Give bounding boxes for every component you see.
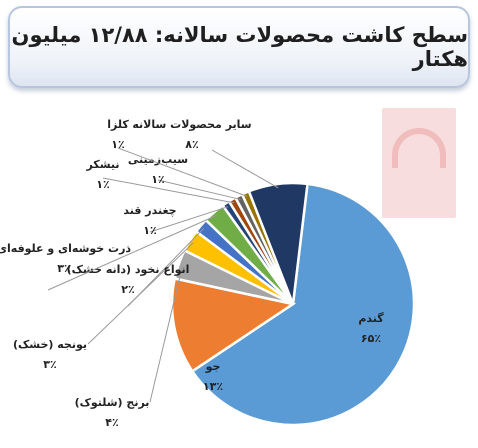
pie-slice bbox=[170, 277, 297, 373]
slice-value-label: ۴٪ bbox=[105, 416, 118, 429]
slice-label: سیب‌زمینی ۱٪ bbox=[128, 153, 188, 186]
leader-line bbox=[117, 147, 248, 197]
slice-value-label: ۱۳٪ bbox=[203, 380, 223, 393]
slice-label: جو ۱۳٪ bbox=[203, 360, 223, 393]
chart-title: سطح کاشت محصولات سالانه: ۱۲/۸۸ میلیون هک… bbox=[11, 23, 468, 71]
slice-value-label: ۶۵٪ bbox=[361, 332, 381, 345]
slice-label: گندم ۶۵٪ bbox=[358, 312, 384, 345]
pie-slice bbox=[247, 181, 309, 305]
slice-value-label: ۳٪ bbox=[57, 262, 70, 275]
slice-label: نیشکر ۱٪ bbox=[85, 158, 119, 191]
slice-value-label: ۱٪ bbox=[143, 224, 156, 237]
leader-line bbox=[157, 179, 241, 200]
leader-line bbox=[211, 149, 279, 189]
leader-line bbox=[127, 227, 205, 307]
slice-value-label: ۸٪ bbox=[185, 138, 198, 151]
slice-label: سایر محصولات سالانه ۸٪ bbox=[132, 118, 251, 151]
leader-line bbox=[47, 214, 217, 291]
leader-line bbox=[149, 206, 229, 233]
slice-value-label: ۱٪ bbox=[96, 178, 109, 191]
slice-value-label: ۱٪ bbox=[151, 173, 164, 186]
slice-value-label: ۳٪ bbox=[43, 358, 56, 371]
slice-label: یونجه (خشک) ۳٪ bbox=[13, 338, 87, 371]
slice-value-label: ۲٪ bbox=[121, 283, 134, 296]
slice-label: انواع نخود (دانه خشک) ۲٪ bbox=[67, 263, 190, 296]
slice-label: برنج (شلتوک) ۴٪ bbox=[75, 396, 150, 429]
leader-line bbox=[102, 177, 235, 204]
slice-label: ذرت خوشه‌ای و علوفه‌ای ۳٪ bbox=[0, 242, 131, 275]
title-banner: سطح کاشت محصولات سالانه: ۱۲/۸۸ میلیون هک… bbox=[8, 6, 470, 88]
slice-label: چغندر قند ۱٪ bbox=[123, 204, 176, 237]
watermark-icon bbox=[392, 128, 446, 168]
slice-value-label: ۱٪ bbox=[111, 138, 124, 151]
pie-slice bbox=[190, 182, 416, 427]
slice-label: کلزا ۱٪ bbox=[107, 118, 129, 151]
leader-line bbox=[149, 265, 184, 403]
